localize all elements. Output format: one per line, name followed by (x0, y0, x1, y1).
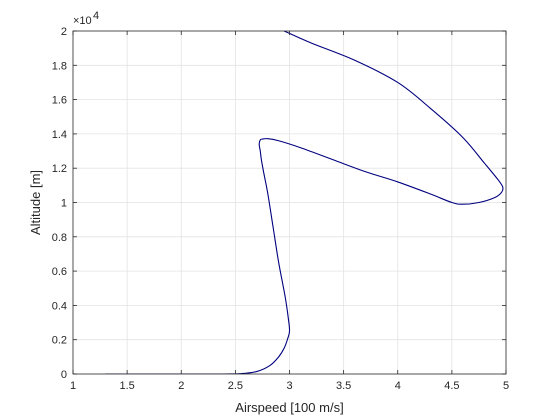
ticks (72, 30, 507, 375)
y-tick-label: 2 (61, 26, 67, 38)
x-tick-label: 1 (70, 380, 76, 392)
tick-labels: 1 1.5 2 2.5 3 3.5 4 4.5 5 0 0.2 0.4 0.6 0.8 1 1.2 1.4 1.6… (52, 26, 509, 392)
y-tick-label: 1.6 (52, 95, 67, 107)
y-tick-label: 1.8 (52, 60, 67, 72)
x-tick-label: 3 (286, 380, 292, 392)
y-tick-label: 0.4 (52, 300, 67, 312)
y-tick-label: 0 (61, 369, 67, 381)
x-tick-label: 1.5 (119, 380, 134, 392)
series-line (105, 31, 504, 374)
x-tick-label: 4 (395, 380, 401, 392)
y-tick-label: 0.8 (52, 232, 67, 244)
y-exponent-base: ×10 (73, 15, 92, 27)
x-axis-label: Airspeed [100 m/s] (235, 400, 343, 415)
y-tick-label: 0.2 (52, 335, 67, 347)
x-tick-label: 5 (503, 380, 509, 392)
y-tick-label: 0.6 (52, 266, 67, 278)
y-axis-label: Altitude [m] (28, 170, 43, 235)
y-tick-label: 1 (61, 198, 67, 210)
series-layer (105, 31, 504, 374)
x-tick-label: 3.5 (336, 380, 351, 392)
y-exponent-power: 4 (93, 10, 99, 22)
x-tick-label: 2.5 (228, 380, 243, 392)
y-tick-label: 1.2 (52, 163, 67, 175)
x-tick-label: 4.5 (444, 380, 459, 392)
x-tick-label: 2 (178, 380, 184, 392)
y-tick-label: 1.4 (52, 129, 67, 141)
